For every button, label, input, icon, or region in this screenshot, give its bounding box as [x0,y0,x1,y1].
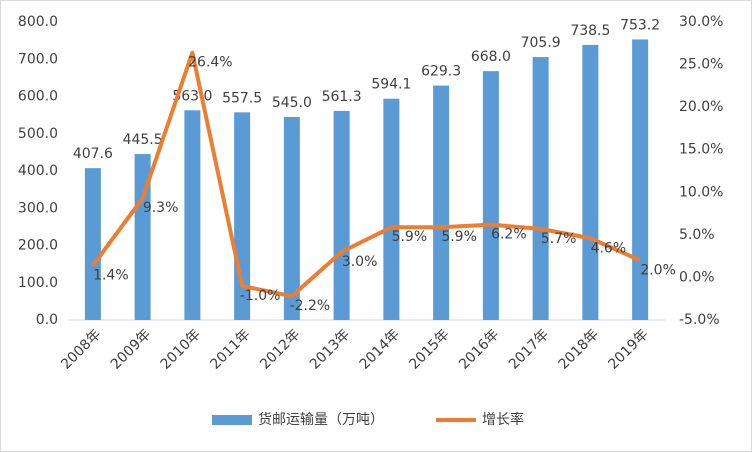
bar-value-label: 594.1 [371,77,411,93]
bar-value-label: 629.3 [421,64,461,80]
line-value-label: 26.4% [188,55,232,71]
y-tick-label: 500.0 [18,126,58,142]
legend-label: 增长率 [482,411,524,428]
line-value-label: 9.3% [143,200,179,216]
bar [482,71,499,320]
bar-value-label: 407.6 [73,146,113,162]
bar-value-label: 705.9 [521,35,561,51]
y2-tick-label: -5.0% [679,312,720,328]
bar [383,98,400,320]
line [91,50,641,299]
y-tick-label: 800.0 [18,14,58,30]
line-value-label: 5.9% [392,229,428,245]
y-tick-label: 700.0 [18,51,58,67]
bar [333,110,350,321]
bar [283,116,300,320]
bar [134,154,151,320]
y2-tick-label: 20.0% [679,99,723,115]
bar-value-label: 668.0 [471,49,511,65]
y-tick-label: 0.0 [36,312,58,328]
bar-value-label: 445.5 [123,132,163,148]
line-value-label: 4.6% [591,240,627,256]
y2-tick-label: 10.0% [679,184,723,200]
y-tick-label: 300.0 [18,200,58,216]
bar [582,44,599,320]
y-tick-label: 600.0 [18,89,58,105]
line-value-label: 3.0% [342,254,378,270]
y2-tick-label: 15.0% [679,142,723,158]
line-value-label: -2.2% [290,298,331,314]
line-value-label: -1.0% [240,288,281,304]
y-tick-label: 100.0 [18,275,58,291]
y-tick-label: 200.0 [18,238,58,254]
line-value-label: 1.4% [93,268,129,284]
bar [532,57,549,321]
bar-value-label: 738.5 [570,23,610,39]
bar [184,110,201,320]
bar-value-label: 753.2 [620,17,660,33]
legend-label: 货邮运输量（万吨） [258,411,384,428]
bar [84,168,101,320]
bar-value-label: 557.5 [222,90,262,106]
y2-tick-label: 25.0% [679,57,723,73]
y2-tick-label: 0.0% [679,269,715,285]
bar [632,39,649,321]
bar [433,85,450,320]
line-value-label: 2.0% [640,262,676,278]
y-tick-label: 400.0 [18,163,58,179]
legend-swatch [212,415,252,425]
y2-tick-label: 5.0% [679,227,715,243]
line-value-label: 6.2% [491,227,527,243]
bar-value-label: 561.3 [322,89,362,105]
line-value-label: 5.7% [541,231,577,247]
line-value-label: 5.9% [441,229,477,245]
bar-value-label: 545.0 [272,95,312,111]
y2-tick-label: 30.0% [679,14,723,30]
